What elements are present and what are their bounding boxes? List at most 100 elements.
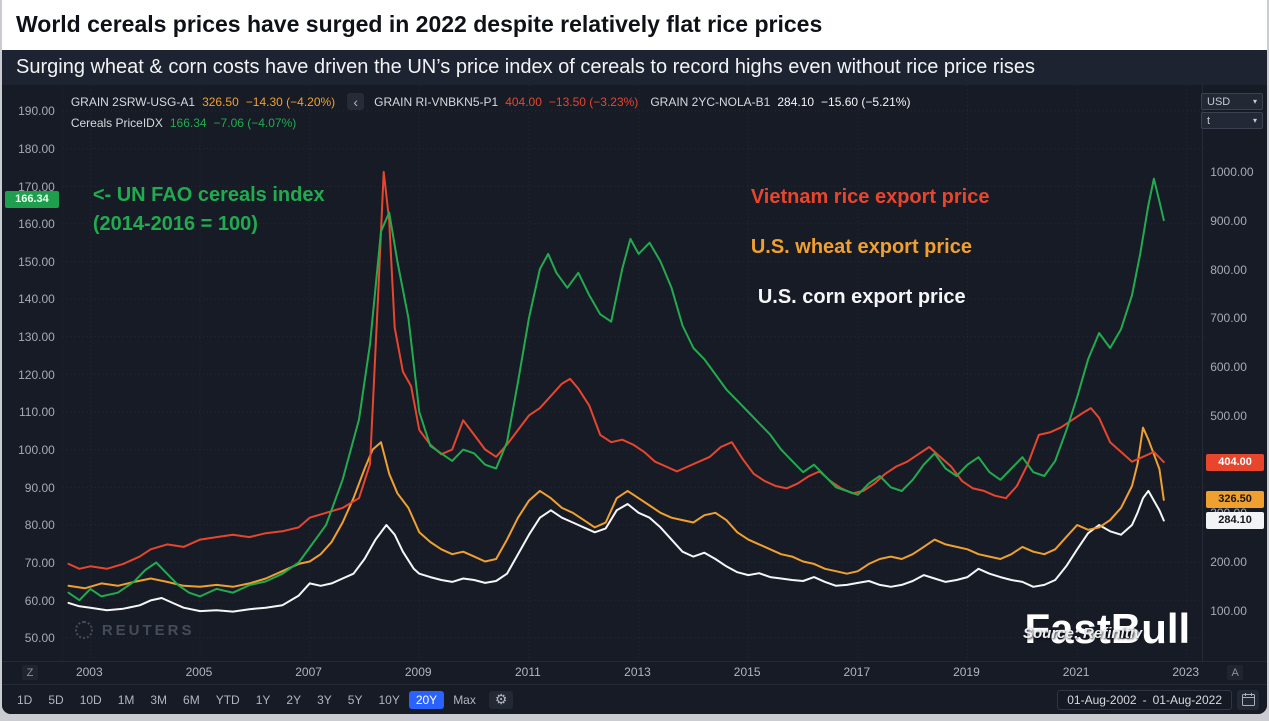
right-price-axis[interactable]: USD ▾ t ▾ 100.00200.00300.00400.00500.00… [1201, 85, 1267, 662]
symbol-change: −13.50 (−3.23%) [548, 94, 639, 109]
symbol-label: Cereals PriceIDX [70, 115, 163, 130]
annotation-line: <- UN FAO cereals index [92, 184, 325, 207]
symbol-change: −15.60 (−5.21%) [821, 94, 911, 109]
axis-tick-label: 700.00 [1210, 311, 1247, 326]
chart-canvas[interactable] [62, 85, 1206, 662]
reuters-logo-icon [74, 621, 93, 640]
chart-settings-button[interactable]: ⚙ [488, 690, 514, 709]
date-separator: - [1142, 692, 1147, 707]
range-button-10d[interactable]: 10D [79, 692, 102, 707]
axis-tick-label: 160.00 [18, 217, 55, 232]
axis-tick-label: 190.00 [18, 104, 55, 119]
axis-tick-label: 80.00 [24, 518, 55, 533]
title-bar: World cereals prices have surged in 2022… [2, 0, 1267, 50]
series-line-cereals-index [67, 178, 1165, 602]
series-line-rice [67, 171, 1165, 571]
reuters-watermark: REUTERS [74, 621, 195, 640]
date-range-picker[interactable]: 01-Aug-2002 - 01-Aug-2022 [1057, 689, 1232, 710]
unit-value: t [1207, 114, 1211, 127]
legend-item-corn[interactable]: GRAIN 2YC-NOLA-B1 284.10 −15.60 (−5.21%) [650, 95, 910, 109]
timezone-button[interactable]: Z [22, 665, 38, 681]
auto-scale-button[interactable]: A [1227, 665, 1244, 681]
range-button-max[interactable]: Max [453, 692, 476, 707]
toolbar-right: 01-Aug-2002 - 01-Aug-2022 [1057, 689, 1259, 710]
price-badge: 326.50 [1206, 491, 1264, 509]
year-label-2007: 2007 [295, 665, 322, 680]
left-price-axis[interactable]: 50.00 60.00 70.00 80.00 90.00 100.00 110.00 120… [2, 85, 63, 662]
axis-tick-label: 130.00 [18, 330, 55, 345]
date-to: 01-Aug-2022 [1152, 692, 1222, 707]
source-attribution: Source: Refinitiv [1023, 625, 1143, 643]
range-button-1d[interactable]: 1D [17, 692, 33, 707]
range-button-1m[interactable]: 1M [117, 692, 135, 707]
year-label-2003: 2003 [75, 665, 103, 680]
currency-selector[interactable]: USD ▾ [1201, 93, 1263, 111]
range-button-20y[interactable]: 20Y [408, 690, 445, 709]
legend-collapse-button[interactable]: ‹ [347, 93, 365, 111]
legend-item-cereals-index[interactable]: Cereals PriceIDX 166.34 −7.06 (−4.07%) [71, 116, 296, 130]
range-button-2y[interactable]: 2Y [286, 692, 302, 707]
legend-row-1: GRAIN 2SRW-USG-A1 326.50 −14.30 (−4.20%)… [71, 91, 923, 112]
axis-tick-label: 60.00 [24, 593, 55, 608]
subtitle-bar: Surging wheat & corn costs have driven t… [2, 49, 1267, 86]
price-badge: 284.10 [1206, 511, 1264, 529]
annotation-rice: Vietnam rice export price [750, 186, 990, 209]
axis-tick-label: 50.00 [24, 631, 55, 646]
range-button-10y[interactable]: 10Y [378, 692, 400, 707]
year-label-2015: 2015 [733, 665, 761, 680]
date-from: 01-Aug-2002 [1067, 692, 1137, 707]
reuters-watermark-text: REUTERS [101, 621, 195, 639]
chevron-down-icon: ▾ [1252, 97, 1257, 107]
year-label-2009: 2009 [404, 665, 432, 680]
symbol-label: GRAIN 2SRW-USG-A1 [70, 94, 196, 109]
gear-icon: ⚙ [494, 691, 508, 708]
calendar-icon [1241, 693, 1255, 707]
time-axis-labels[interactable]: 2003 2005 2007 2009 2011 2013 2015 2017 2019 2021… [62, 662, 1203, 684]
plot-area[interactable]: GRAIN 2SRW-USG-A1 326.50 −14.30 (−4.20%)… [62, 85, 1206, 662]
time-axis-right-corner: A [1203, 662, 1267, 684]
axis-tick-label: 110.00 [19, 405, 55, 420]
axis-tick-label: 70.00 [24, 555, 55, 570]
legend-item-rice[interactable]: GRAIN RI-VNBKN5-P1 404.00 −13.50 (−3.23%… [374, 95, 638, 109]
year-label-2023: 2023 [1172, 665, 1200, 680]
range-button-5d[interactable]: 5D [48, 692, 64, 707]
page-subtitle: Surging wheat & corn costs have driven t… [16, 56, 1036, 78]
axis-tick-label: 90.00 [24, 480, 55, 495]
range-button-5y[interactable]: 5Y [347, 692, 363, 707]
chevron-down-icon: ▾ [1252, 116, 1257, 126]
axis-tick-label: 180.00 [18, 141, 55, 156]
unit-selector[interactable]: t ▾ [1201, 112, 1263, 130]
range-button-ytd[interactable]: YTD [215, 692, 240, 707]
year-label-2011: 2011 [514, 665, 541, 680]
axis-tick-label: 1000.00 [1210, 165, 1254, 180]
year-label-2021: 2021 [1062, 665, 1090, 680]
year-label-2019: 2019 [953, 665, 980, 680]
year-label-2013: 2013 [624, 665, 651, 680]
series-line-wheat [67, 426, 1165, 590]
legend-row-2: Cereals PriceIDX 166.34 −7.06 (−4.07%) [71, 112, 923, 133]
price-badge: 166.34 [5, 191, 59, 209]
annotation-line: (2014-2016 = 100) [92, 213, 258, 236]
axis-tick-label: 500.00 [1210, 408, 1247, 423]
symbol-label: GRAIN RI-VNBKN5-P1 [374, 94, 499, 109]
time-axis[interactable]: Z 2003 2005 2007 2009 2011 2013 2015 2017 2019 20… [2, 661, 1267, 685]
year-label-2017: 2017 [843, 665, 871, 680]
range-button-3y[interactable]: 3Y [317, 692, 332, 707]
calendar-button[interactable] [1237, 689, 1259, 710]
currency-value: USD [1207, 95, 1231, 108]
symbol-label: GRAIN 2YC-NOLA-B1 [650, 94, 771, 109]
axis-tick-label: 170.00 [18, 179, 55, 194]
range-button-3m[interactable]: 3M [150, 692, 168, 707]
axis-tick-label: 200.00 [1210, 554, 1247, 569]
axis-tick-label: 600.00 [1210, 360, 1247, 375]
legend-item-wheat[interactable]: GRAIN 2SRW-USG-A1 326.50 −14.30 (−4.20%) [71, 95, 335, 109]
annotation-corn: U.S. corn export price [757, 286, 966, 309]
axis-tick-label: 800.00 [1210, 262, 1247, 277]
axis-tick-label: 140.00 [18, 292, 55, 307]
series-line-corn [67, 490, 1165, 613]
symbol-change: −7.06 (−4.07%) [213, 115, 297, 130]
range-button-6m[interactable]: 6M [183, 692, 200, 707]
symbol-last-price: 284.10 [777, 94, 815, 109]
range-button-1y[interactable]: 1Y [255, 692, 271, 707]
